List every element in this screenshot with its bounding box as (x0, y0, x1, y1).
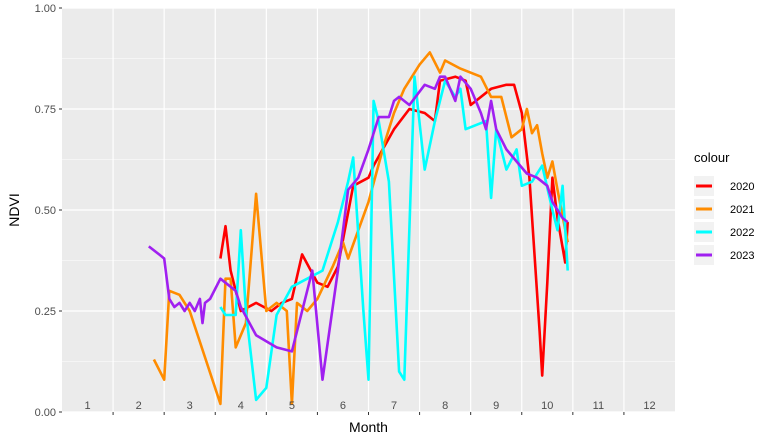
axes: 0.000.250.500.751.001 2 3 4 5 6 7 8 9 10 11 12 (35, 3, 656, 419)
legend-label-2021: 2021 (730, 204, 754, 216)
y-axis-label: NDVI (6, 193, 22, 226)
series-line-2022 (219, 75, 569, 402)
legend-title: colour (694, 150, 730, 165)
legend: colour 2020 2021 2022 2023 (686, 142, 768, 272)
month-label: 4 (238, 400, 244, 412)
y-tick-label: 0.25 (35, 306, 56, 318)
month-label: 9 (493, 400, 499, 412)
month-label: 8 (442, 400, 448, 412)
legend-label-2020: 2020 (730, 181, 754, 193)
month-label: 2 (136, 400, 142, 412)
series-lines (148, 51, 569, 406)
grid-lines (62, 7, 675, 413)
x-axis-label: Month (349, 419, 388, 435)
y-tick-label: 0.75 (35, 104, 56, 116)
legend-label-2022: 2022 (730, 227, 754, 239)
series-line-2023 (148, 75, 569, 381)
y-tick-label: 0.00 (35, 407, 56, 419)
series-line-2021 (152, 51, 569, 406)
month-label: 11 (593, 400, 604, 412)
legend-label-2023: 2023 (730, 250, 754, 262)
month-label: 12 (643, 400, 655, 412)
legend-items: 2020 2021 2022 2023 (694, 176, 754, 265)
y-tick-label: 0.50 (35, 205, 56, 217)
month-label: 10 (541, 400, 553, 412)
month-label: 6 (340, 400, 346, 412)
month-label: 7 (391, 400, 397, 412)
month-label: 5 (289, 400, 295, 412)
month-label: 3 (187, 400, 193, 412)
month-label: 1 (84, 400, 90, 412)
y-tick-label: 1.00 (35, 3, 56, 15)
